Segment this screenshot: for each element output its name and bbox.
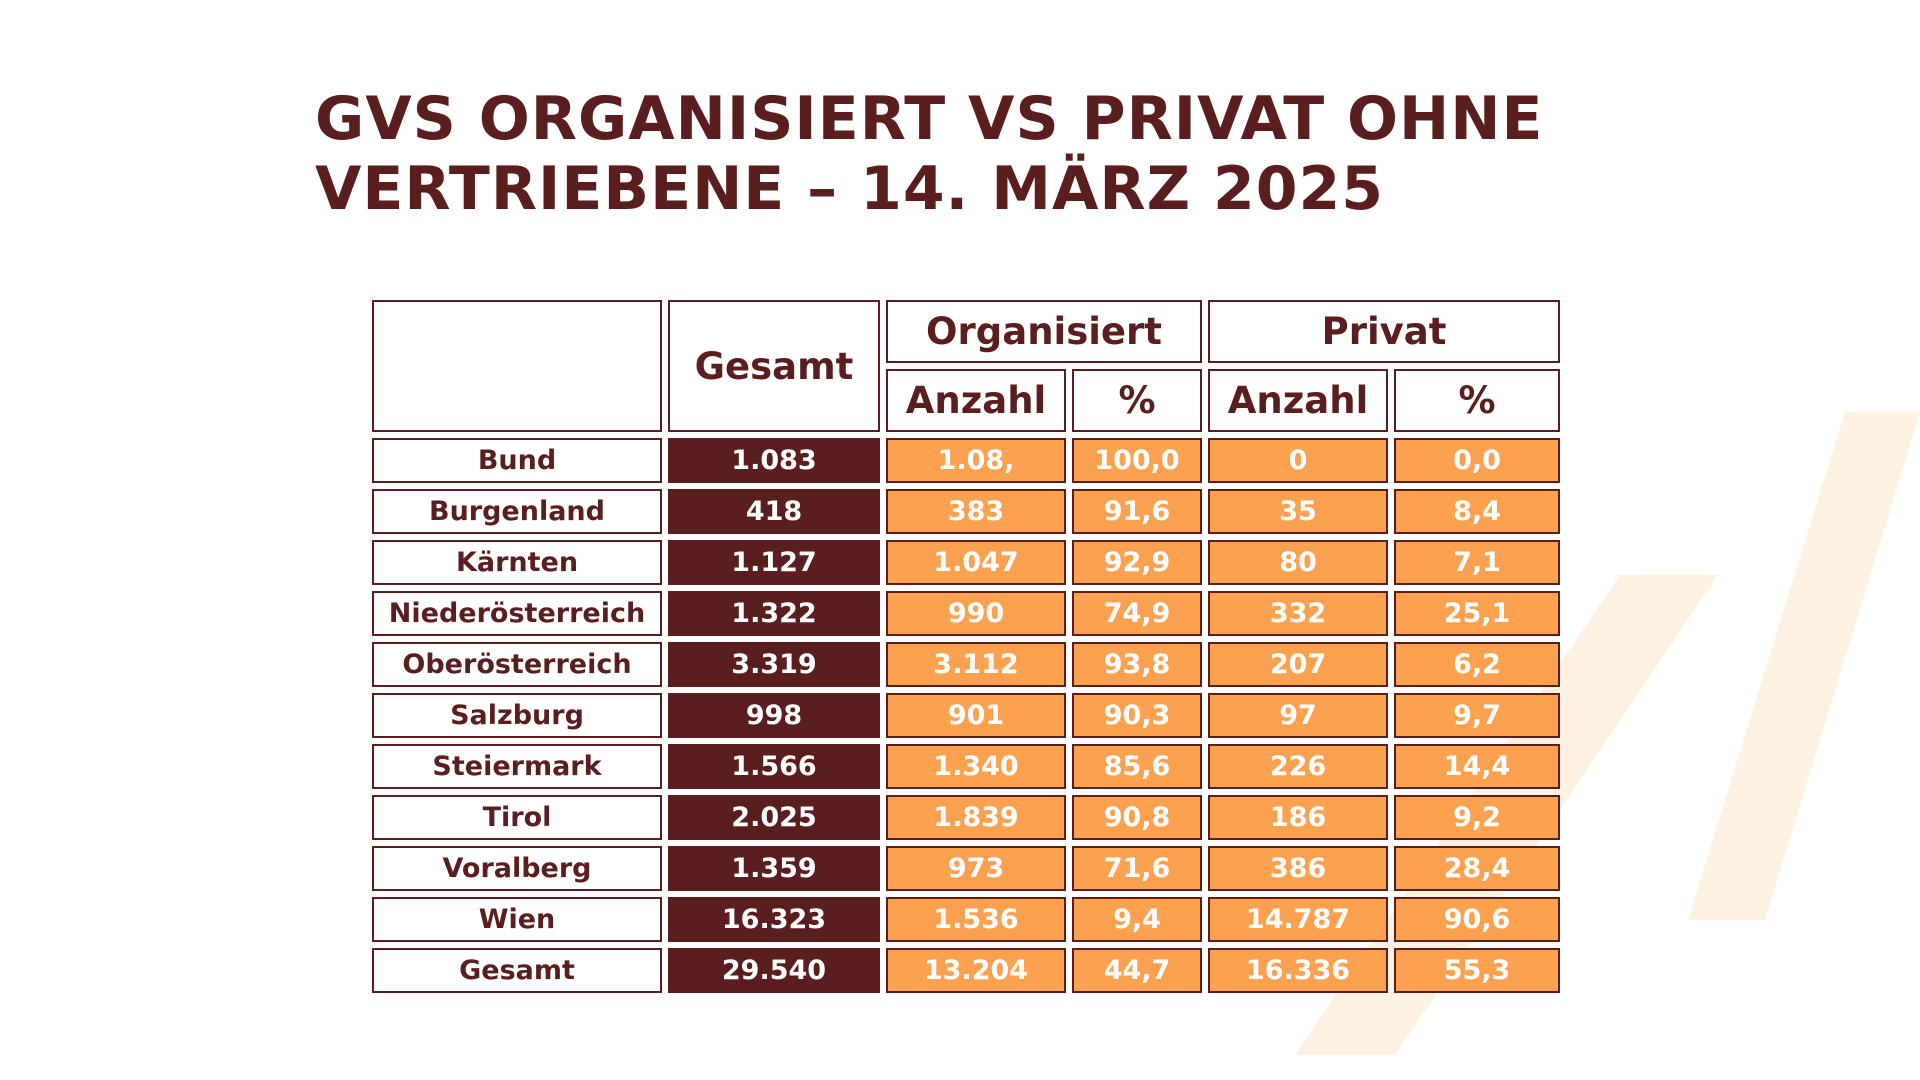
cell-org-anzahl: 1.047: [886, 540, 1066, 585]
header-priv-anzahl: Anzahl: [1208, 369, 1389, 432]
table-row: Bund 1.083 1.08, 100,0 0 0,0: [372, 438, 1561, 483]
cell-org-anzahl: 1.08,: [886, 438, 1066, 483]
cell-priv-percent: 14,4: [1394, 744, 1561, 789]
row-label: Steiermark: [372, 744, 662, 789]
cell-priv-anzahl: 386: [1208, 846, 1389, 891]
cell-priv-percent: 25,1: [1394, 591, 1561, 636]
cell-org-percent: 74,9: [1072, 591, 1203, 636]
data-table: Gesamt Organisiert Privat Anzahl % Anzah…: [366, 294, 1566, 999]
table-row: Steiermark 1.566 1.340 85,6 226 14,4: [372, 744, 1561, 789]
cell-priv-anzahl: 0: [1208, 438, 1389, 483]
table-row: Burgenland 418 383 91,6 35 8,4: [372, 489, 1561, 534]
cell-gesamt: 1.566: [668, 744, 880, 789]
cell-org-percent: 44,7: [1072, 948, 1203, 993]
table-row: Wien 16.323 1.536 9,4 14.787 90,6: [372, 897, 1561, 942]
cell-gesamt: 16.323: [668, 897, 880, 942]
cell-gesamt: 998: [668, 693, 880, 738]
cell-priv-anzahl: 97: [1208, 693, 1389, 738]
table-row: Salzburg 998 901 90,3 97 9,7: [372, 693, 1561, 738]
cell-org-anzahl: 990: [886, 591, 1066, 636]
table-row-total: Gesamt 29.540 13.204 44,7 16.336 55,3: [372, 948, 1561, 993]
table-row: Tirol 2.025 1.839 90,8 186 9,2: [372, 795, 1561, 840]
cell-gesamt: 418: [668, 489, 880, 534]
cell-gesamt: 3.319: [668, 642, 880, 687]
cell-priv-percent: 9,7: [1394, 693, 1561, 738]
table-row: Oberösterreich 3.319 3.112 93,8 207 6,2: [372, 642, 1561, 687]
header-empty-cell: [372, 300, 662, 432]
cell-gesamt: 1.322: [668, 591, 880, 636]
table-row: Niederösterreich 1.322 990 74,9 332 25,1: [372, 591, 1561, 636]
cell-org-anzahl: 973: [886, 846, 1066, 891]
cell-gesamt: 1.127: [668, 540, 880, 585]
cell-org-percent: 92,9: [1072, 540, 1203, 585]
cell-org-anzahl: 3.112: [886, 642, 1066, 687]
cell-priv-anzahl: 14.787: [1208, 897, 1389, 942]
page-title: GVS ORGANISIERT VS PRIVAT OHNE VERTRIEBE…: [315, 84, 1544, 224]
header-gesamt: Gesamt: [668, 300, 880, 432]
table-row: Kärnten 1.127 1.047 92,9 80 7,1: [372, 540, 1561, 585]
header-organisiert: Organisiert: [886, 300, 1203, 363]
cell-priv-percent: 6,2: [1394, 642, 1561, 687]
header-org-percent: %: [1072, 369, 1203, 432]
cell-org-percent: 90,8: [1072, 795, 1203, 840]
cell-org-anzahl: 1.839: [886, 795, 1066, 840]
row-label: Voralberg: [372, 846, 662, 891]
cell-org-anzahl: 1.340: [886, 744, 1066, 789]
cell-priv-anzahl: 226: [1208, 744, 1389, 789]
cell-priv-anzahl: 207: [1208, 642, 1389, 687]
header-row-top: Gesamt Organisiert Privat: [372, 300, 1561, 432]
cell-org-anzahl: 1.536: [886, 897, 1066, 942]
row-label: Bund: [372, 438, 662, 483]
cell-gesamt: 2.025: [668, 795, 880, 840]
cell-org-percent: 91,6: [1072, 489, 1203, 534]
row-label: Burgenland: [372, 489, 662, 534]
cell-gesamt: 1.083: [668, 438, 880, 483]
header-org-anzahl: Anzahl: [886, 369, 1066, 432]
cell-priv-anzahl: 16.336: [1208, 948, 1389, 993]
cell-org-percent: 85,6: [1072, 744, 1203, 789]
cell-gesamt: 1.359: [668, 846, 880, 891]
row-label: Salzburg: [372, 693, 662, 738]
row-label: Kärnten: [372, 540, 662, 585]
row-label: Wien: [372, 897, 662, 942]
header-priv-percent: %: [1394, 369, 1561, 432]
cell-priv-percent: 28,4: [1394, 846, 1561, 891]
cell-org-anzahl: 901: [886, 693, 1066, 738]
deco-stripe-right: [1688, 412, 1920, 920]
cell-priv-anzahl: 332: [1208, 591, 1389, 636]
cell-org-percent: 71,6: [1072, 846, 1203, 891]
cell-priv-anzahl: 80: [1208, 540, 1389, 585]
cell-org-percent: 90,3: [1072, 693, 1203, 738]
cell-priv-percent: 8,4: [1394, 489, 1561, 534]
cell-priv-anzahl: 186: [1208, 795, 1389, 840]
cell-priv-percent: 55,3: [1394, 948, 1561, 993]
cell-org-percent: 100,0: [1072, 438, 1203, 483]
row-label: Oberösterreich: [372, 642, 662, 687]
cell-org-anzahl: 13.204: [886, 948, 1066, 993]
cell-org-percent: 93,8: [1072, 642, 1203, 687]
table-row: Voralberg 1.359 973 71,6 386 28,4: [372, 846, 1561, 891]
cell-org-anzahl: 383: [886, 489, 1066, 534]
cell-gesamt: 29.540: [668, 948, 880, 993]
row-label: Niederösterreich: [372, 591, 662, 636]
cell-org-percent: 9,4: [1072, 897, 1203, 942]
row-label: Gesamt: [372, 948, 662, 993]
cell-priv-anzahl: 35: [1208, 489, 1389, 534]
row-label: Tirol: [372, 795, 662, 840]
cell-priv-percent: 9,2: [1394, 795, 1561, 840]
header-privat: Privat: [1208, 300, 1561, 363]
header-row-sub: Anzahl % Anzahl %: [372, 369, 1561, 432]
cell-priv-percent: 90,6: [1394, 897, 1561, 942]
cell-priv-percent: 7,1: [1394, 540, 1561, 585]
cell-priv-percent: 0,0: [1394, 438, 1561, 483]
